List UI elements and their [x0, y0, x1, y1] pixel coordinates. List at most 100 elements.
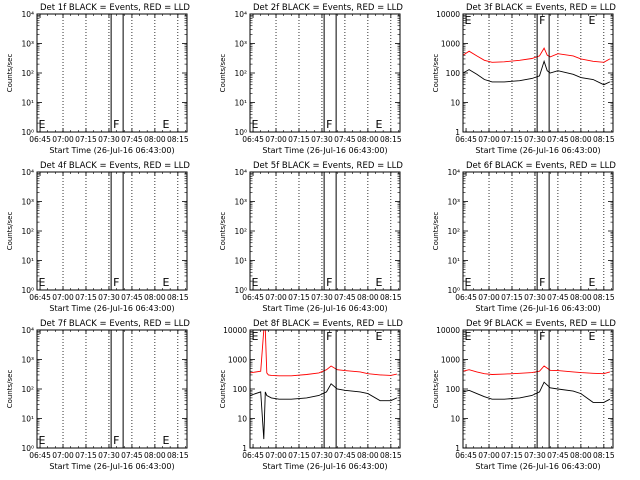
y-tick-label: 10² [234, 69, 247, 78]
y-tick-label: 1000 [228, 356, 247, 365]
y-tick-label: 10² [447, 227, 460, 236]
event-marker-e: E [252, 276, 259, 289]
y-tick-label: 10⁰ [21, 444, 34, 453]
panel-title: Det 5f BLACK = Events, RED = LLD [253, 161, 403, 171]
y-tick-label: 10³ [234, 40, 247, 49]
x-tick-label: 08:15 [167, 293, 189, 302]
y-tick-label: 1000 [441, 356, 460, 365]
event-marker-e: E [376, 330, 383, 343]
x-tick-label: 08:15 [593, 293, 615, 302]
panel-title: Det 3f BLACK = Events, RED = LLD [466, 3, 616, 13]
x-tick-label: 07:45 [547, 293, 569, 302]
plot-frame [462, 13, 614, 133]
x-tick-label: 06:45 [29, 135, 51, 144]
x-tick-label: 07:15 [501, 451, 523, 460]
x-tick-label: 06:45 [455, 451, 477, 460]
x-tick-label: 07:15 [288, 451, 310, 460]
y-tick-label: 10⁴ [21, 326, 34, 335]
x-tick-label: 07:00 [265, 451, 287, 460]
event-marker-e: E [163, 118, 170, 131]
x-tick-label: 08:00 [144, 293, 166, 302]
event-marker-f: F [539, 276, 545, 289]
x-axis-label: Start Time (26-Jul-16 06:43:00) [475, 462, 600, 471]
x-tick-label: 07:15 [75, 293, 97, 302]
series-line [462, 47, 611, 63]
y-tick-label: 10⁰ [234, 286, 247, 295]
x-tick-label: 08:15 [380, 451, 402, 460]
y-tick-label: 10⁰ [21, 128, 34, 137]
x-tick-label: 07:45 [334, 451, 356, 460]
x-tick-label: 07:45 [121, 451, 143, 460]
y-tick-label: 10000 [436, 10, 460, 19]
y-tick-label: 100 [446, 385, 461, 394]
x-tick-label: 08:15 [380, 135, 402, 144]
x-tick-label: 08:15 [167, 135, 189, 144]
y-tick-label: 10 [450, 99, 460, 108]
y-tick-label: 10² [21, 385, 34, 394]
event-marker-f: F [539, 330, 545, 343]
x-axis-label: Start Time (26-Jul-16 06:43:00) [49, 146, 174, 155]
y-axis-label: Counts/sec [219, 54, 227, 93]
panel-title: Det 1f BLACK = Events, RED = LLD [40, 3, 190, 13]
x-tick-label: 07:30 [524, 293, 546, 302]
series-line [462, 59, 611, 86]
panel-title: Det 7f BLACK = Events, RED = LLD [40, 319, 190, 329]
plot-frame [462, 329, 614, 449]
y-tick-label: 10 [450, 415, 460, 424]
x-axis-label: Start Time (26-Jul-16 06:43:00) [49, 462, 174, 471]
event-marker-f: F [113, 434, 119, 447]
event-marker-f: F [113, 276, 119, 289]
plot-frame [36, 171, 188, 291]
panel-7: Det 7f BLACK = Events, RED = LLD Counts/s… [6, 319, 190, 471]
y-tick-label: 10 [237, 415, 247, 424]
y-tick-label: 10¹ [234, 257, 247, 266]
x-tick-label: 07:45 [547, 451, 569, 460]
event-marker-e: E [163, 276, 170, 289]
x-axis-label: Start Time (26-Jul-16 06:43:00) [262, 146, 387, 155]
event-marker-e: E [252, 330, 259, 343]
x-tick-label: 07:15 [288, 293, 310, 302]
x-tick-label: 07:15 [75, 451, 97, 460]
panel-3: Det 3f BLACK = Events, RED = LLD Counts/s… [432, 3, 616, 155]
y-axis-label: Counts/sec [432, 54, 440, 93]
x-tick-label: 07:15 [501, 293, 523, 302]
x-axis-label: Start Time (26-Jul-16 06:43:00) [262, 304, 387, 313]
x-tick-label: 08:00 [144, 451, 166, 460]
x-tick-label: 07:45 [334, 135, 356, 144]
y-tick-label: 10⁰ [234, 128, 247, 137]
y-tick-label: 100 [233, 385, 248, 394]
x-tick-label: 08:15 [593, 451, 615, 460]
x-tick-label: 07:30 [311, 293, 333, 302]
panel-title: Det 4f BLACK = Events, RED = LLD [40, 161, 190, 171]
series-line [462, 381, 611, 403]
x-tick-label: 07:45 [121, 135, 143, 144]
y-axis-label: Counts/sec [6, 54, 14, 93]
x-tick-label: 07:00 [52, 135, 74, 144]
x-axis-label: Start Time (26-Jul-16 06:43:00) [262, 462, 387, 471]
x-tick-label: 08:00 [357, 135, 379, 144]
panel-8: Det 8f BLACK = Events, RED = LLD Counts/s… [219, 319, 403, 471]
y-tick-label: 10² [234, 227, 247, 236]
x-tick-label: 06:45 [455, 293, 477, 302]
x-tick-label: 07:00 [265, 293, 287, 302]
panel-title: Det 8f BLACK = Events, RED = LLD [253, 319, 403, 329]
x-tick-label: 07:30 [524, 451, 546, 460]
x-tick-label: 07:30 [311, 135, 333, 144]
x-tick-label: 07:30 [524, 135, 546, 144]
y-tick-label: 10000 [436, 326, 460, 335]
x-tick-label: 08:00 [570, 293, 592, 302]
y-tick-label: 1 [242, 444, 247, 453]
plot-frame [249, 13, 401, 133]
y-tick-label: 10⁰ [447, 286, 460, 295]
y-tick-label: 10⁰ [21, 286, 34, 295]
event-marker-e: E [252, 118, 259, 131]
y-tick-label: 10⁴ [234, 10, 247, 19]
plot-frame [36, 13, 188, 133]
y-tick-label: 1 [455, 128, 460, 137]
event-marker-e: E [589, 14, 596, 27]
panel-5: Det 5f BLACK = Events, RED = LLD Counts/s… [219, 161, 403, 313]
y-axis-label: Counts/sec [432, 212, 440, 251]
y-tick-label: 10³ [21, 40, 34, 49]
y-axis-label: Counts/sec [6, 212, 14, 251]
y-tick-label: 1 [455, 444, 460, 453]
